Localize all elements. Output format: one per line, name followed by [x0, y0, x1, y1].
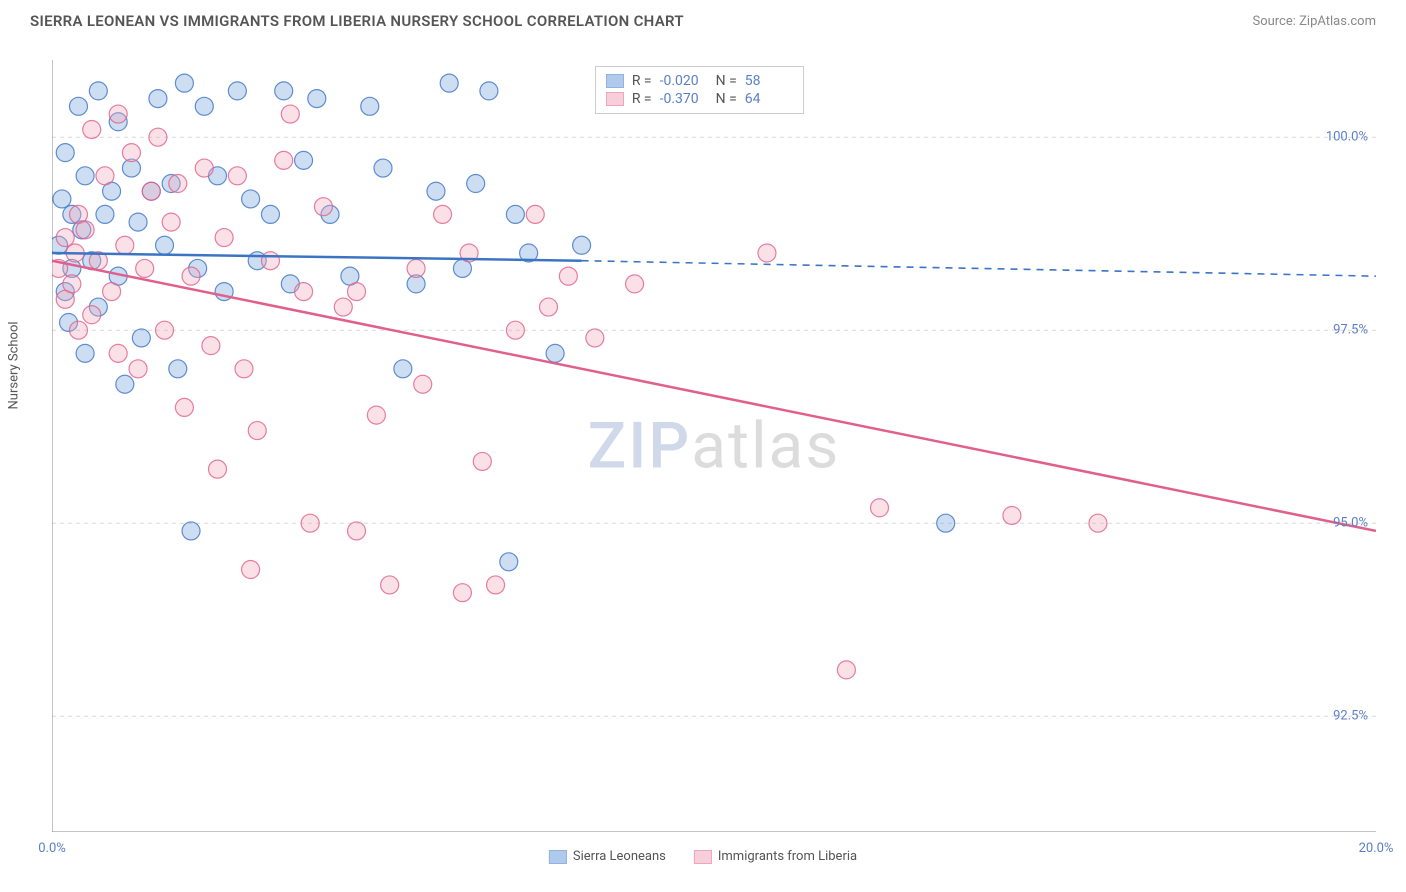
y-axis-label: Nursery School	[7, 321, 22, 409]
stats-r-value: -0.020	[660, 73, 708, 89]
x-tick-label: 0.0%	[38, 841, 66, 856]
stats-n-value: 58	[745, 73, 793, 89]
stats-r-value: -0.370	[660, 91, 708, 107]
y-tick-label: 100.0%	[1326, 130, 1368, 145]
source-label: Source: ZipAtlas.com	[1252, 14, 1376, 29]
legend-item-liberia: Immigrants from Liberia	[694, 849, 857, 864]
stats-row-liberia: R = -0.370 N = 64	[606, 90, 793, 108]
chart-title: SIERRA LEONEAN VS IMMIGRANTS FROM LIBERI…	[30, 12, 684, 30]
legend-label: Sierra Leoneans	[573, 849, 666, 864]
legend-swatch-icon	[549, 850, 567, 864]
stats-n-label: N =	[716, 91, 737, 107]
x-tick-label: 20.0%	[1359, 841, 1394, 856]
chart-svg	[52, 60, 1376, 832]
legend-label: Immigrants from Liberia	[718, 849, 857, 864]
stats-r-label: R =	[632, 73, 652, 89]
legend-swatch-icon	[694, 850, 712, 864]
stats-swatch-icon	[606, 74, 624, 88]
y-tick-label: 92.5%	[1333, 709, 1368, 724]
stats-r-label: R =	[632, 91, 652, 107]
stats-n-value: 64	[745, 91, 793, 107]
legend-item-sierra: Sierra Leoneans	[549, 849, 666, 864]
stats-n-label: N =	[716, 73, 737, 89]
chart-plot-area: ZIPatlas R =-0.020N =58R =-0.370N =64 92…	[52, 60, 1376, 832]
title-bar: SIERRA LEONEAN VS IMMIGRANTS FROM LIBERI…	[0, 0, 1406, 38]
y-tick-label: 95.0%	[1333, 516, 1368, 531]
bottom-legend: Sierra Leoneans Immigrants from Liberia	[549, 849, 857, 864]
stats-swatch-icon	[606, 92, 624, 106]
correlation-stats-box: R = -0.020 N = 58 R = -0.370 N = 64	[595, 66, 804, 114]
y-tick-label: 97.5%	[1333, 323, 1368, 338]
stats-row-sierra: R = -0.020 N = 58	[606, 72, 793, 90]
